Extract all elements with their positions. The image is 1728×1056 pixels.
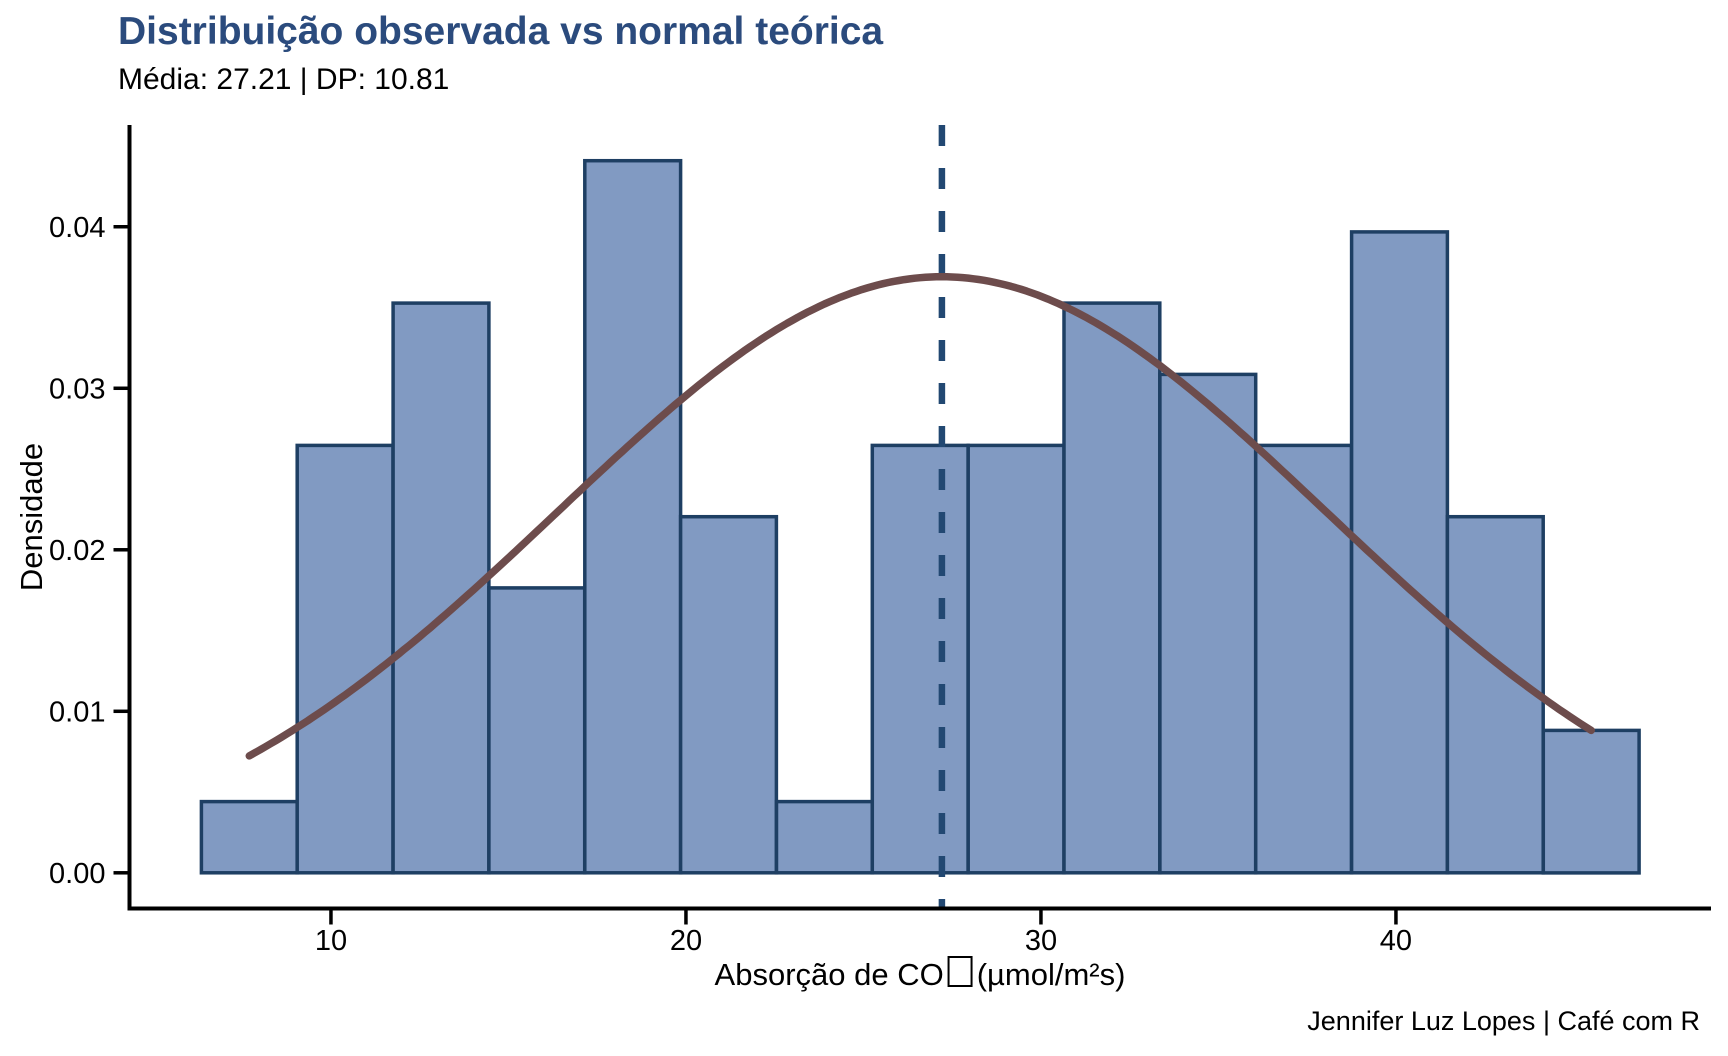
x-tick-label: 10: [315, 925, 347, 957]
normal-curve: [245, 272, 1595, 760]
x-axis-title-units: (µmol/m²s): [976, 957, 1126, 992]
histogram-bar: [583, 158, 683, 875]
x-tick-label: 40: [1380, 925, 1412, 957]
x-axis-title: Absorção de CO (µmol/m²s): [714, 956, 1126, 993]
histogram-bar: [1062, 301, 1162, 875]
histogram-bar: [199, 799, 299, 875]
y-tick-label: 0.04: [49, 212, 105, 244]
y-tick-label: 0.00: [49, 858, 105, 890]
caption: Jennifer Luz Lopes | Café com R: [1307, 1006, 1700, 1036]
chart-subtitle: Média: 27.21 | DP: 10.81: [118, 63, 450, 96]
y-tick-label: 0.01: [49, 696, 105, 728]
histogram-bar: [1445, 514, 1545, 875]
histogram-bar: [678, 514, 779, 875]
missing-glyph-box: [947, 956, 973, 987]
histogram-bar: [487, 586, 587, 875]
y-tick-label: 0.02: [49, 535, 105, 567]
histogram-bar: [966, 443, 1066, 875]
x-tick-label: 20: [670, 925, 702, 957]
x-tick-label: 30: [1025, 925, 1057, 957]
histogram-bar: [1253, 443, 1354, 875]
chart-title: Distribuição observada vs normal teórica: [118, 10, 884, 53]
histogram-bar: [295, 443, 395, 875]
histogram-bar: [870, 443, 970, 875]
y-tick-label: 0.03: [49, 373, 105, 405]
x-axis-title-text: Absorção de CO: [714, 957, 944, 992]
histogram-bar: [1158, 372, 1258, 875]
histogram-bar: [1541, 728, 1641, 875]
y-axis-title: Densidade: [14, 442, 49, 592]
histogram-bar: [774, 799, 875, 875]
